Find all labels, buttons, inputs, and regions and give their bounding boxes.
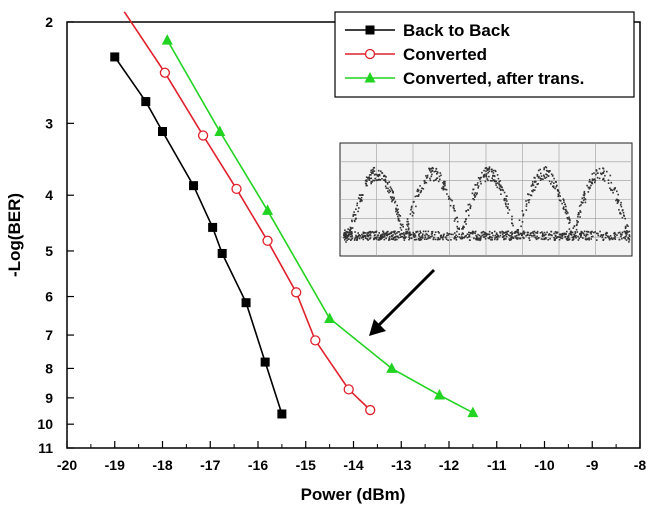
x-tick-label: -20 — [57, 457, 77, 473]
series-line — [114, 56, 283, 415]
x-tick-label: -17 — [200, 457, 220, 473]
data-point — [189, 181, 199, 191]
y-tick-label: 8 — [45, 360, 53, 376]
x-tick-label: -9 — [586, 457, 599, 473]
data-point — [197, 130, 209, 141]
legend-item: Converted — [345, 45, 487, 64]
x-axis-ticks: -20 -19 -18 -17 -16 -15 -14 -13 -12 -11 -10 -9 -8 — [57, 441, 647, 473]
x-tick-label: -16 — [248, 457, 268, 473]
x-tick-label: -11 — [487, 457, 507, 473]
data-point — [110, 52, 120, 62]
legend-label: Converted — [403, 45, 487, 64]
y-tick-label: 2 — [45, 14, 53, 30]
legend-marker — [365, 25, 375, 35]
legend-item: Converted, after trans. — [345, 69, 584, 88]
data-point — [365, 404, 376, 416]
legend-label: Back to Back — [403, 21, 510, 40]
data-point — [310, 335, 321, 346]
data-point — [158, 127, 167, 137]
y-tick-label: 5 — [45, 243, 53, 259]
series-layer — [110, 11, 479, 419]
x-tick-label: -12 — [439, 457, 459, 473]
inset-eye-trace — [343, 166, 631, 243]
data-point — [241, 298, 251, 308]
y-tick-label: 9 — [45, 390, 53, 406]
data-point — [277, 409, 287, 419]
x-axis-title: Power (dBm) — [301, 485, 406, 504]
inset-pointer-arrowhead — [369, 319, 386, 336]
x-tick-label: -18 — [152, 457, 172, 473]
series-converted — [123, 11, 376, 416]
data-point — [159, 67, 171, 78]
inset-pointer-arrow — [375, 268, 436, 329]
y-tick-label: 4 — [45, 187, 53, 203]
data-point — [324, 312, 336, 323]
data-point — [260, 357, 270, 367]
data-point — [262, 204, 274, 215]
data-point — [291, 287, 302, 298]
data-point — [262, 235, 273, 246]
data-point — [141, 97, 151, 107]
legend: Back to Back Converted Converted, after tr… — [334, 11, 635, 98]
data-point — [386, 362, 398, 373]
data-point — [343, 384, 354, 395]
y-axis-title: -Log(BER) — [5, 193, 24, 277]
x-tick-label: -13 — [391, 457, 411, 473]
x-tick-label: -19 — [105, 457, 125, 473]
data-point — [217, 248, 227, 258]
data-point — [433, 389, 445, 400]
legend-marker — [364, 72, 376, 83]
x-tick-label: -14 — [343, 457, 363, 473]
y-axis-ticks: 2 3 4 5 6 7 8 9 10 11 — [37, 14, 74, 456]
x-tick-label: -15 — [296, 457, 316, 473]
legend-item: Back to Back — [345, 21, 510, 40]
data-point — [214, 125, 226, 137]
y-tick-label: 6 — [45, 289, 53, 305]
series-back-to-back — [110, 52, 287, 419]
x-tick-label: -8 — [634, 457, 647, 473]
legend-label: Converted, after trans. — [403, 69, 584, 88]
series-converted-after-trans — [161, 34, 479, 418]
data-point — [467, 406, 479, 418]
y-tick-label: 11 — [38, 440, 53, 456]
y-tick-label: 3 — [45, 115, 53, 131]
data-point — [208, 222, 218, 232]
legend-marker — [364, 48, 376, 60]
data-point — [161, 34, 173, 45]
y-tick-label: 7 — [45, 327, 53, 343]
eye-diagram-inset — [339, 142, 633, 257]
y-tick-label: 10 — [37, 416, 53, 432]
x-tick-label: -10 — [534, 457, 554, 473]
data-point — [231, 183, 242, 195]
